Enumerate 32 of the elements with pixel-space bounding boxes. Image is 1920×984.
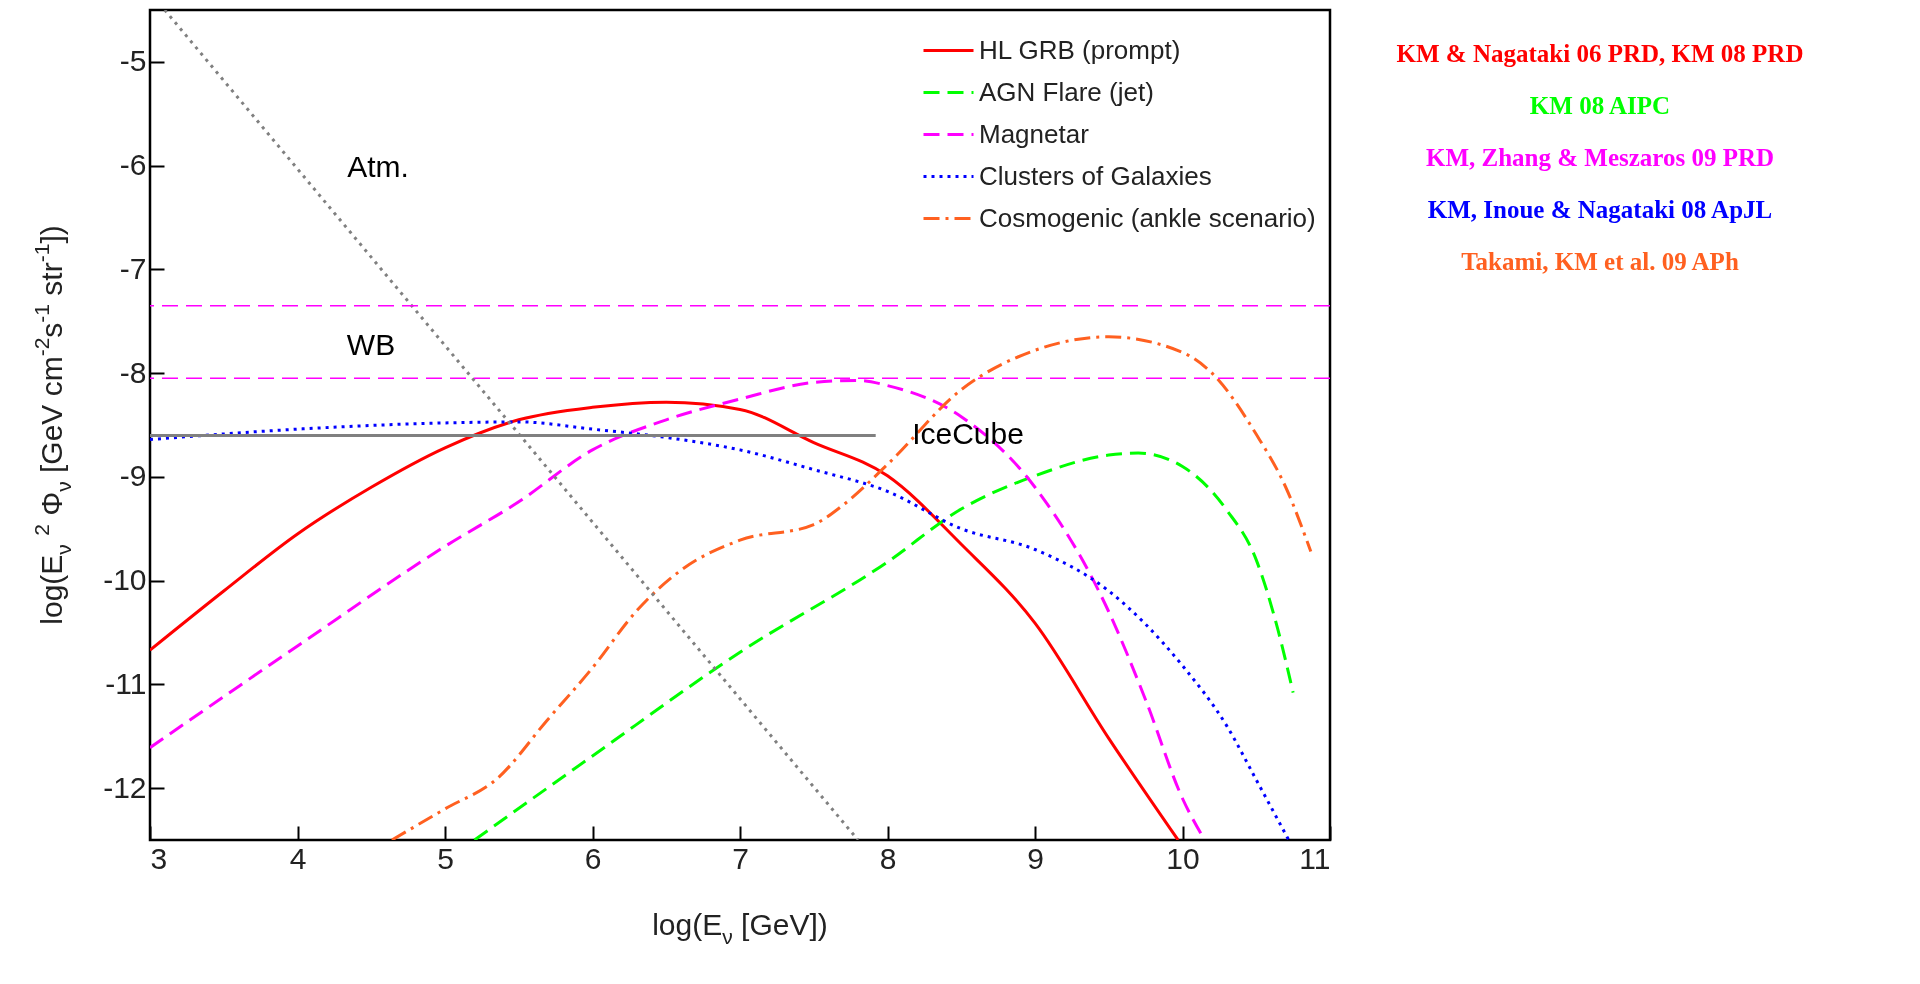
x-tick-label: 3 [150, 841, 168, 875]
y-tick-label: -7 [119, 251, 147, 285]
x-tick-label: 11 [1299, 841, 1331, 875]
annotation: IceCube [912, 417, 1024, 450]
x-tick-label: 6 [584, 841, 602, 875]
x-tick-label: 5 [437, 841, 454, 875]
text: KM, Inoue & Nagataki 08 ApJL [1427, 196, 1773, 223]
y-tick-label: -10 [103, 563, 147, 597]
text: KM 08 AIPC [1529, 92, 1671, 119]
x-tick-label: 8 [879, 841, 897, 875]
y-tick-label: -9 [119, 459, 147, 493]
y-tick-label: -5 [119, 44, 147, 78]
legend-label: Magnetar [979, 118, 1090, 149]
x-tick-label: 7 [732, 841, 749, 875]
annotation: Atm. [347, 150, 409, 183]
x-tick-label: 4 [289, 841, 307, 875]
text: KM & Nagataki 06 PRD, KM 08 PRD [1396, 40, 1804, 67]
y-tick-label: -6 [119, 148, 147, 182]
y-tick-label: -11 [105, 666, 147, 700]
ref-line-label: WB [346, 327, 396, 361]
x-axis-title: log(E$_{ν}$ [GeV]) [652, 908, 828, 948]
legend-label: Clusters of Galaxies [979, 160, 1212, 191]
y-tick-label: -12 [103, 770, 147, 804]
legend-label: Cosmogenic (ankle scenario) [979, 202, 1316, 233]
legend-label: HL GRB (prompt) [979, 34, 1181, 65]
text: Takami, KM et al. 09 APh [1461, 248, 1739, 275]
y-tick-label: -8 [119, 355, 147, 389]
x-tick-label: 9 [1027, 841, 1044, 875]
x-tick-label: 10 [1166, 841, 1200, 875]
legend-label: AGN Flare (jet) [979, 76, 1154, 107]
line-series [473, 451, 1295, 840]
text: KM, Zhang & Meszaros 09 PRD [1425, 144, 1775, 171]
